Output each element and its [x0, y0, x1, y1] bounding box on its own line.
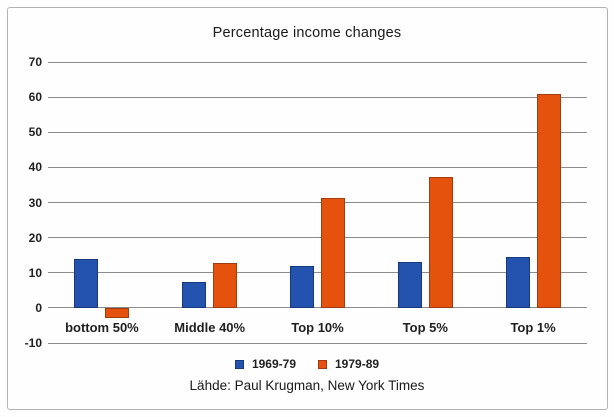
y-tick-label-60: 60 — [28, 90, 42, 105]
y-tick-label-70: 70 — [28, 55, 42, 69]
legend-swatch-1969-79-icon — [234, 359, 244, 369]
x-category-label-top-10: Top 10% — [291, 320, 344, 335]
gridline-20 — [48, 237, 587, 239]
bar-1979-89-bottom-50 — [105, 307, 130, 319]
bar-1979-89-top-5 — [428, 176, 453, 308]
gridline-70 — [48, 61, 587, 63]
legend-item-1969-79: 1969-79 — [234, 357, 296, 371]
bar-1979-89-top-10 — [321, 197, 345, 308]
y-tick-label-20: 20 — [28, 230, 42, 245]
y-tick-label-0: 0 — [35, 300, 42, 315]
bar-1979-89-top-1 — [536, 93, 561, 308]
gridline-40 — [48, 166, 587, 168]
y-tick-label-30: 30 — [28, 195, 42, 210]
gridline-30 — [48, 202, 587, 203]
legend-label-1969-79: 1969-79 — [251, 357, 296, 371]
gridline-0 — [48, 307, 587, 309]
gridline--10 — [48, 342, 587, 344]
y-tick-label-10: 10 — [28, 265, 42, 280]
bar-1979-89-middle-40 — [213, 263, 238, 308]
bar-1969-79-top-5 — [397, 262, 422, 308]
y-tick-label-50: 50 — [28, 125, 42, 140]
gridline-50 — [48, 131, 587, 133]
bar-1969-79-top-1 — [505, 256, 530, 308]
legend: 1969-79 1979-89 — [0, 357, 614, 371]
x-category-label-bottom-50: bottom 50% — [65, 320, 139, 335]
x-category-label-top-1: Top 1% — [510, 320, 556, 335]
chart-title: Percentage income changes — [212, 25, 402, 41]
gridline-10 — [48, 272, 587, 274]
y-tick-label--10: -10 — [24, 336, 42, 350]
bar-1969-79-bottom-50 — [74, 258, 99, 308]
chart-border — [7, 7, 608, 410]
source-caption: Lähde: Paul Krugman, New York Times — [189, 378, 425, 393]
x-category-label-top-5: Top 5% — [402, 320, 448, 335]
bar-1969-79-middle-40 — [182, 281, 207, 308]
legend-swatch-1979-89-icon — [318, 359, 327, 369]
y-tick-label-40: 40 — [28, 160, 42, 175]
legend-label-1979-89: 1979-89 — [335, 357, 380, 371]
x-category-label-middle-40: Middle 40% — [174, 320, 246, 335]
bar-1969-79-top-10 — [290, 265, 314, 308]
gridline-60 — [48, 96, 587, 98]
legend-item-1979-89: 1979-89 — [318, 357, 379, 371]
